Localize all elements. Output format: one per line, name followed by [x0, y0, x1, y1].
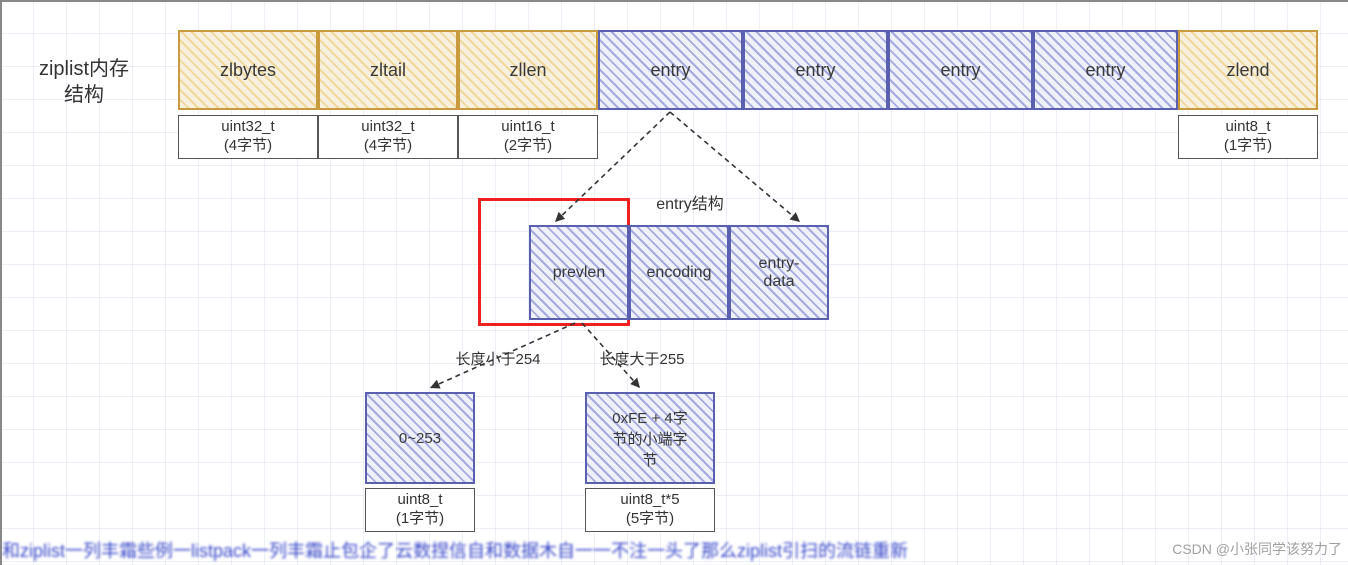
- ziplist-cell-zltail: zltail: [318, 30, 458, 110]
- ziplist-sublabel-zltail: uint32_t (4字节): [318, 115, 458, 159]
- ziplist-cell-entry: entry: [1033, 30, 1178, 110]
- ziplist-sublabel-zllen: uint16_t (2字节): [458, 115, 598, 159]
- branch-left-text: 长度小于254: [455, 351, 540, 368]
- left-border: [0, 0, 2, 565]
- ziplist-sublabel-zlbytes: uint32_t (4字节): [178, 115, 318, 159]
- ziplist-cell-entry: entry: [888, 30, 1033, 110]
- branch-label-left: 长度小于254: [438, 348, 558, 369]
- ziplist-cell-zlend: zlend: [1178, 30, 1318, 110]
- entry-cell-prevlen: prevlen: [529, 225, 629, 320]
- entry-struct-text: entry结构: [656, 196, 724, 213]
- side-title-text: ziplist内存 结构: [39, 58, 129, 106]
- footer-text-span: 和ziplist一列丰霜些例一listpack一列丰霜止包企了云数捏信自和数据木…: [2, 541, 908, 561]
- watermark-text: CSDN @小张同学该努力了: [1172, 541, 1342, 557]
- side-title: ziplist内存 结构: [14, 56, 154, 108]
- ziplist-sublabel-zlend: uint8_t (1字节): [1178, 115, 1318, 159]
- prevlen-case-cell: 0~253: [365, 392, 475, 484]
- ziplist-cell-zllen: zllen: [458, 30, 598, 110]
- prevlen-case-sublabel: uint8_t*5 (5字节): [585, 488, 715, 532]
- diagram-root: ziplist内存 结构 zlbytesuint32_t (4字节)zltail…: [0, 0, 1348, 565]
- entry-cell-encoding: encoding: [629, 225, 729, 320]
- prevlen-case-cell: 0xFE + 4字 节的小端字 节: [585, 392, 715, 484]
- footer-text: 和ziplist一列丰霜些例一listpack一列丰霜止包企了云数捏信自和数据木…: [2, 537, 908, 563]
- ziplist-cell-zlbytes: zlbytes: [178, 30, 318, 110]
- entry-cell-entrydata: entry- data: [729, 225, 829, 320]
- branch-label-right: 长度大于255: [582, 348, 702, 369]
- ziplist-cell-entry: entry: [598, 30, 743, 110]
- watermark: CSDN @小张同学该努力了: [1172, 539, 1342, 559]
- branch-right-text: 长度大于255: [599, 351, 684, 368]
- entry-struct-label: entry结构: [640, 190, 740, 214]
- ziplist-cell-entry: entry: [743, 30, 888, 110]
- top-border: [0, 0, 1348, 2]
- prevlen-case-sublabel: uint8_t (1字节): [365, 488, 475, 532]
